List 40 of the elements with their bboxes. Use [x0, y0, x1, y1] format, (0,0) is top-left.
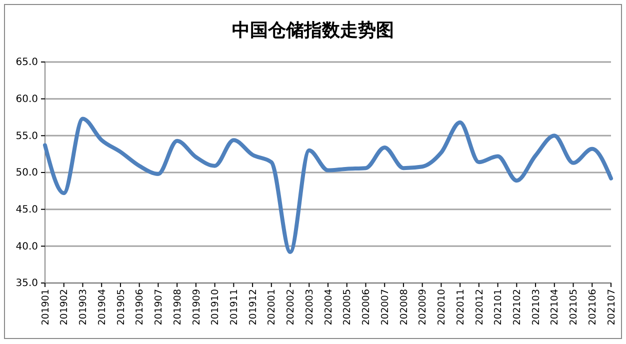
y-tick-label: 50.0	[16, 168, 38, 179]
x-tick-label: 202010	[436, 289, 448, 326]
x-tick-label: 201912	[248, 289, 259, 326]
y-tick-label: 65.0	[16, 57, 38, 68]
y-tick-label: 45.0	[16, 204, 38, 216]
x-tick-label: 202104	[550, 289, 561, 326]
x-tick-label: 201906	[134, 289, 146, 326]
x-tick-label: 201902	[59, 289, 70, 326]
x-tick-label: 201901	[40, 289, 52, 326]
x-tick-label: 202107	[606, 289, 618, 326]
x-tick-label: 202002	[286, 289, 297, 326]
x-tick-label: 202103	[530, 289, 542, 326]
x-tick-label: 202011	[455, 289, 466, 326]
chart-title: 中国仓储指数走势图	[232, 20, 394, 41]
x-tick-label: 201907	[154, 289, 165, 326]
y-tick-label: 35.0	[16, 278, 38, 290]
x-tick-label: 202003	[304, 289, 316, 326]
x-tick-label: 201903	[78, 289, 90, 326]
x-tick-label: 202101	[493, 289, 504, 326]
x-tick-label: 202006	[361, 289, 372, 326]
x-tick-label: 201905	[116, 289, 127, 326]
x-tick-label: 202102	[512, 289, 523, 326]
x-tick-label: 201911	[228, 289, 240, 326]
x-tick-label: 201904	[96, 289, 108, 326]
x-tick-label: 201910	[210, 289, 222, 326]
y-tick-label: 55.0	[16, 130, 38, 142]
x-tick-label: 202106	[587, 289, 598, 326]
x-tick-label: 202005	[342, 289, 354, 326]
x-tick-label: 202001	[266, 289, 278, 326]
x-tick-label: 202008	[398, 289, 410, 326]
y-tick-label: 60.0	[16, 94, 38, 106]
x-tick-label: 202012	[474, 289, 486, 326]
x-tick-label: 201908	[172, 289, 184, 326]
x-tick-label: 202004	[323, 289, 334, 326]
x-tick-label: 202007	[380, 289, 391, 326]
line-series	[43, 116, 613, 254]
x-tick-label: 202105	[568, 289, 580, 326]
x-tick-label: 201909	[191, 289, 202, 326]
y-tick-label: 40.0	[16, 241, 38, 252]
x-tick-label: 202009	[418, 289, 429, 326]
